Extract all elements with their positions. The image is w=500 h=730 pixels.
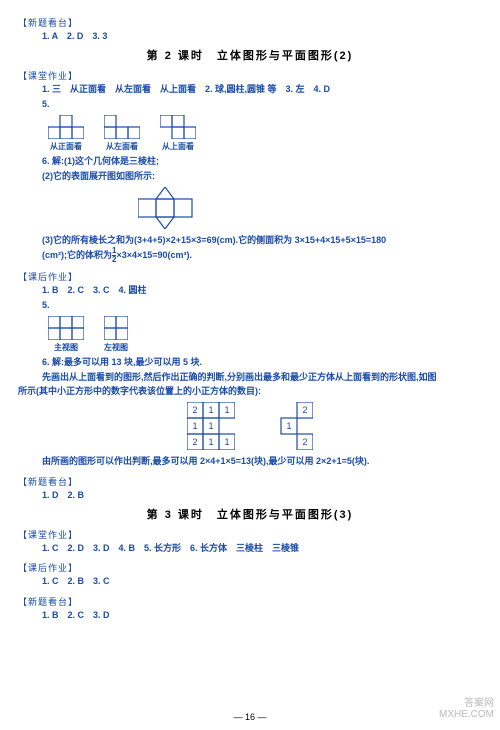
svg-text:1: 1 (208, 405, 213, 415)
section-header: 【新题看台】 (18, 595, 482, 608)
figure-label: 从上面看 (160, 141, 196, 152)
svg-text:2: 2 (302, 405, 307, 415)
svg-text:1: 1 (192, 421, 197, 431)
figure-label: 左视图 (104, 342, 128, 353)
answer-line: 1. B 2. C 3. D (18, 608, 482, 622)
lesson-title: 第 3 课时 立体图形与平面图形(3) (18, 506, 482, 522)
section-header: 【课堂作业】 (18, 69, 482, 82)
figure-label: 主视图 (48, 342, 84, 353)
answer-line: 5. (18, 97, 482, 111)
lesson-title: 第 2 课时 立体图形与平面图形(2) (18, 47, 482, 63)
answer-line: (cm²);它的体积为12×3×4×15=90(cm³). (18, 247, 482, 264)
watermark: 答案网 MXHE.COM (439, 698, 494, 720)
num-grid: 2 1 2 (265, 402, 313, 450)
answer-line: 6. 解:最多可以用 13 块,最少可以用 5 块. (18, 355, 482, 369)
section-header: 【新题看台】 (18, 16, 482, 29)
section-header: 【课后作业】 (18, 561, 482, 574)
page-number: — 16 — (0, 712, 500, 722)
answer-line: 先画出从上面看到的图形,然后作出正确的判断,分别画出最多和最少正方体从上面看到的… (18, 370, 482, 384)
view-figure: 从正面看 (48, 115, 84, 152)
answer-line: 由所画的图形可以作出判断,最多可以用 2×4+1×5=13(块),最少可以用 2… (18, 454, 482, 468)
answer-line: 5. (18, 298, 482, 312)
svg-text:1: 1 (224, 437, 229, 447)
svg-text:2: 2 (302, 437, 307, 447)
view-figure: 左视图 (104, 316, 128, 353)
net-figure (138, 187, 482, 229)
view-figure: 从左面看 (104, 115, 140, 152)
answer-line: 1. B 2. C 3. C 4. 圆柱 (18, 283, 482, 297)
answer-line: 1. 三 从正面看 从左面看 从上面看 2. 球,圆柱,圆锥 等 3. 左 4.… (18, 82, 482, 96)
svg-text:1: 1 (208, 421, 213, 431)
figure-label: 从正面看 (48, 141, 84, 152)
svg-text:1: 1 (208, 437, 213, 447)
figure-row: 从正面看 从左面看 从上面看 (48, 115, 482, 152)
answer-line: 所示(其中小正方形中的数字代表该位置上的小正方体的数目): (18, 384, 482, 398)
section-header: 【课堂作业】 (18, 528, 482, 541)
section-header: 【课后作业】 (18, 270, 482, 283)
view-figure: 从上面看 (160, 115, 196, 152)
svg-text:1: 1 (224, 405, 229, 415)
section-header: 【新题看台】 (18, 475, 482, 488)
answer-line: 6. 解:(1)这个几何体是三棱柱; (18, 154, 482, 168)
svg-text:1: 1 (286, 421, 291, 431)
svg-text:2: 2 (192, 437, 197, 447)
answer-line: 1. C 2. D 3. D 4. B 5. 长方形 6. 长方体 三棱柱 三棱… (18, 541, 482, 555)
num-grid: 2 1 1 1 1 2 1 1 (187, 402, 235, 450)
answer-line: 1. A 2. D 3. 3 (18, 29, 482, 43)
answer-line: 1. D 2. B (18, 488, 482, 502)
view-figure: 主视图 (48, 316, 84, 353)
num-grid-row: 2 1 1 1 1 2 1 1 2 1 2 (18, 402, 482, 450)
svg-text:2: 2 (192, 405, 197, 415)
answer-line: (3)它的所有棱长之和为(3+4+5)×2+15×3=69(cm).它的侧面积为… (18, 233, 482, 247)
answer-line: (2)它的表面展开图如图所示: (18, 169, 482, 183)
figure-row: 主视图 左视图 (48, 316, 482, 353)
answer-line: 1. C 2. B 3. C (18, 574, 482, 588)
figure-label: 从左面看 (104, 141, 140, 152)
